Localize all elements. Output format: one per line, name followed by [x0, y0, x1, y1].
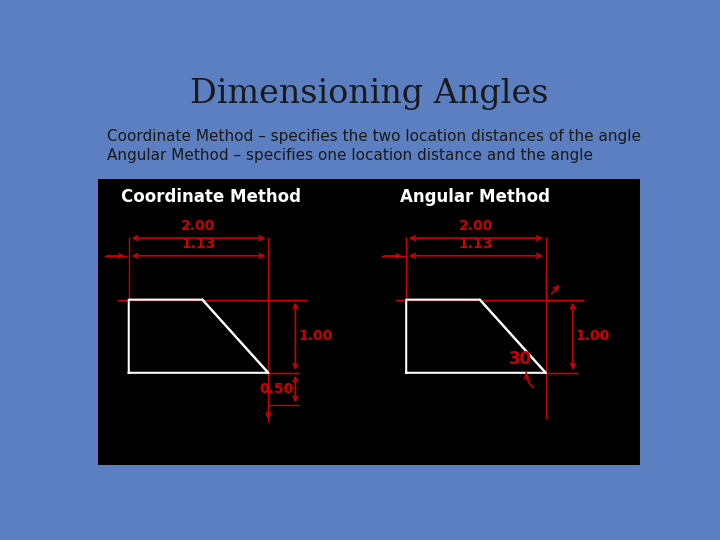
Text: 30: 30 [509, 350, 533, 368]
Text: 1.00: 1.00 [299, 329, 333, 343]
Bar [98, 179, 640, 465]
Text: 1.13: 1.13 [459, 237, 493, 251]
Text: Angular Method – specifies one location distance and the angle: Angular Method – specifies one location … [107, 148, 593, 163]
Text: 2.00: 2.00 [181, 219, 215, 233]
Text: Dimensioning Angles: Dimensioning Angles [190, 78, 548, 110]
Text: 1.13: 1.13 [181, 237, 216, 251]
Text: 1.00: 1.00 [576, 329, 610, 343]
Text: Coordinate Method – specifies the two location distances of the angle: Coordinate Method – specifies the two lo… [107, 129, 641, 144]
Text: 2.00: 2.00 [459, 219, 493, 233]
Text: Coordinate Method: Coordinate Method [121, 188, 301, 206]
Text: 0.50: 0.50 [260, 382, 294, 396]
Text: Angular Method: Angular Method [400, 188, 550, 206]
